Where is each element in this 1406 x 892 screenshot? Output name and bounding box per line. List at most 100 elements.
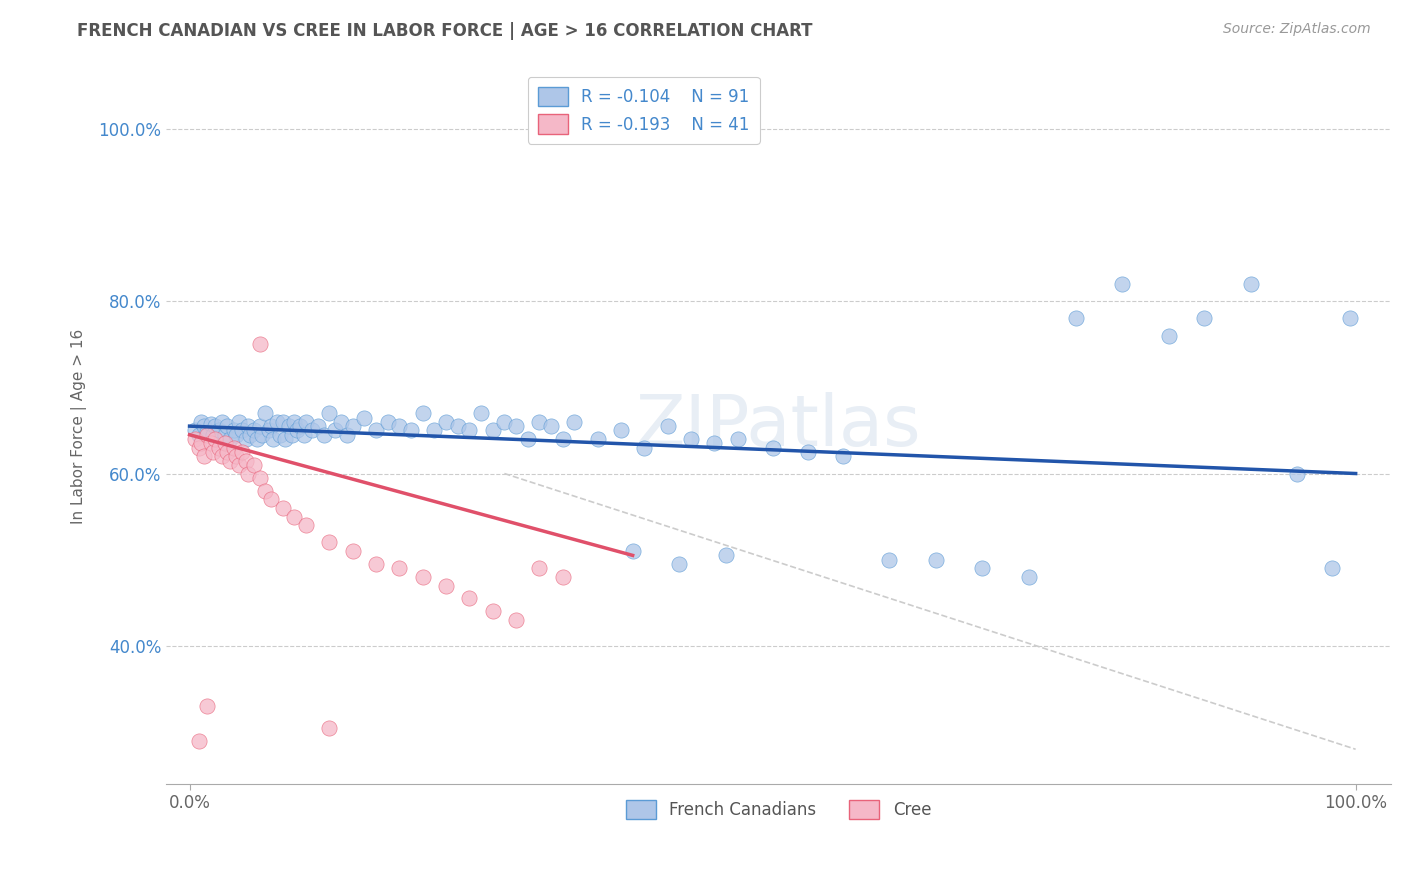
Point bbox=[271, 415, 294, 429]
Point bbox=[222, 424, 245, 438]
Point bbox=[399, 424, 422, 438]
Point bbox=[263, 432, 285, 446]
Point bbox=[225, 427, 247, 442]
Point bbox=[200, 417, 222, 431]
Point bbox=[184, 432, 207, 446]
Point bbox=[610, 424, 633, 438]
Point bbox=[434, 415, 457, 429]
Point bbox=[727, 432, 749, 446]
Point bbox=[208, 424, 231, 438]
Point bbox=[242, 458, 264, 472]
Point bbox=[1240, 277, 1263, 291]
Point bbox=[494, 415, 516, 429]
Point bbox=[1157, 328, 1180, 343]
Point bbox=[318, 535, 340, 549]
Point bbox=[1111, 277, 1133, 291]
Point bbox=[470, 406, 492, 420]
Point bbox=[254, 406, 277, 420]
Point bbox=[249, 419, 271, 434]
Point bbox=[1322, 561, 1344, 575]
Point bbox=[184, 424, 207, 438]
Point bbox=[447, 419, 470, 434]
Point bbox=[353, 410, 375, 425]
Point bbox=[505, 613, 527, 627]
Point bbox=[228, 415, 250, 429]
Point bbox=[342, 544, 364, 558]
Point bbox=[412, 570, 434, 584]
Point bbox=[388, 419, 411, 434]
Point bbox=[301, 424, 323, 438]
Point bbox=[200, 436, 222, 450]
Point bbox=[269, 427, 291, 442]
Point bbox=[235, 453, 257, 467]
Point bbox=[366, 424, 388, 438]
Point bbox=[254, 483, 277, 498]
Point bbox=[657, 419, 679, 434]
Point bbox=[1192, 311, 1215, 326]
Point bbox=[505, 419, 527, 434]
Point bbox=[540, 419, 562, 434]
Point bbox=[195, 699, 218, 714]
Point bbox=[236, 467, 259, 481]
Point bbox=[219, 453, 242, 467]
Point bbox=[292, 427, 315, 442]
Point bbox=[434, 578, 457, 592]
Point bbox=[796, 445, 818, 459]
Point bbox=[250, 427, 273, 442]
Point bbox=[366, 557, 388, 571]
Point bbox=[249, 471, 271, 485]
Point bbox=[235, 432, 257, 446]
Point bbox=[412, 406, 434, 420]
Point bbox=[342, 419, 364, 434]
Point bbox=[249, 337, 271, 351]
Point bbox=[551, 432, 574, 446]
Point bbox=[564, 415, 586, 429]
Point bbox=[283, 509, 305, 524]
Point bbox=[458, 424, 481, 438]
Point bbox=[285, 424, 308, 438]
Point bbox=[295, 518, 318, 533]
Point bbox=[633, 441, 655, 455]
Point bbox=[204, 432, 226, 446]
Point bbox=[190, 415, 212, 429]
Point bbox=[481, 604, 503, 618]
Point bbox=[201, 427, 224, 442]
Point bbox=[1018, 570, 1040, 584]
Point bbox=[423, 424, 446, 438]
Point bbox=[239, 427, 262, 442]
Point bbox=[266, 415, 288, 429]
Point bbox=[761, 441, 783, 455]
Point bbox=[388, 561, 411, 575]
Point bbox=[246, 432, 269, 446]
Point bbox=[219, 432, 242, 446]
Point bbox=[668, 557, 690, 571]
Point bbox=[1339, 311, 1361, 326]
Point bbox=[242, 424, 264, 438]
Point bbox=[187, 427, 209, 442]
Point bbox=[621, 544, 644, 558]
Point bbox=[204, 419, 226, 434]
Point bbox=[529, 415, 551, 429]
Point bbox=[877, 552, 900, 566]
Y-axis label: In Labor Force | Age > 16: In Labor Force | Age > 16 bbox=[72, 328, 87, 524]
Point bbox=[187, 733, 209, 747]
Point bbox=[193, 419, 215, 434]
Point bbox=[257, 424, 280, 438]
Point bbox=[703, 436, 725, 450]
Point bbox=[228, 458, 250, 472]
Point bbox=[215, 419, 238, 434]
Point bbox=[211, 450, 233, 464]
Point bbox=[236, 419, 259, 434]
Point bbox=[187, 441, 209, 455]
Point bbox=[281, 427, 304, 442]
Point bbox=[529, 561, 551, 575]
Point bbox=[318, 721, 340, 735]
Point bbox=[214, 436, 236, 450]
Point bbox=[225, 450, 247, 464]
Point bbox=[586, 432, 609, 446]
Point bbox=[307, 419, 329, 434]
Point bbox=[277, 419, 299, 434]
Point bbox=[215, 445, 238, 459]
Point bbox=[831, 450, 853, 464]
Text: ZIPatlas: ZIPatlas bbox=[636, 392, 921, 460]
